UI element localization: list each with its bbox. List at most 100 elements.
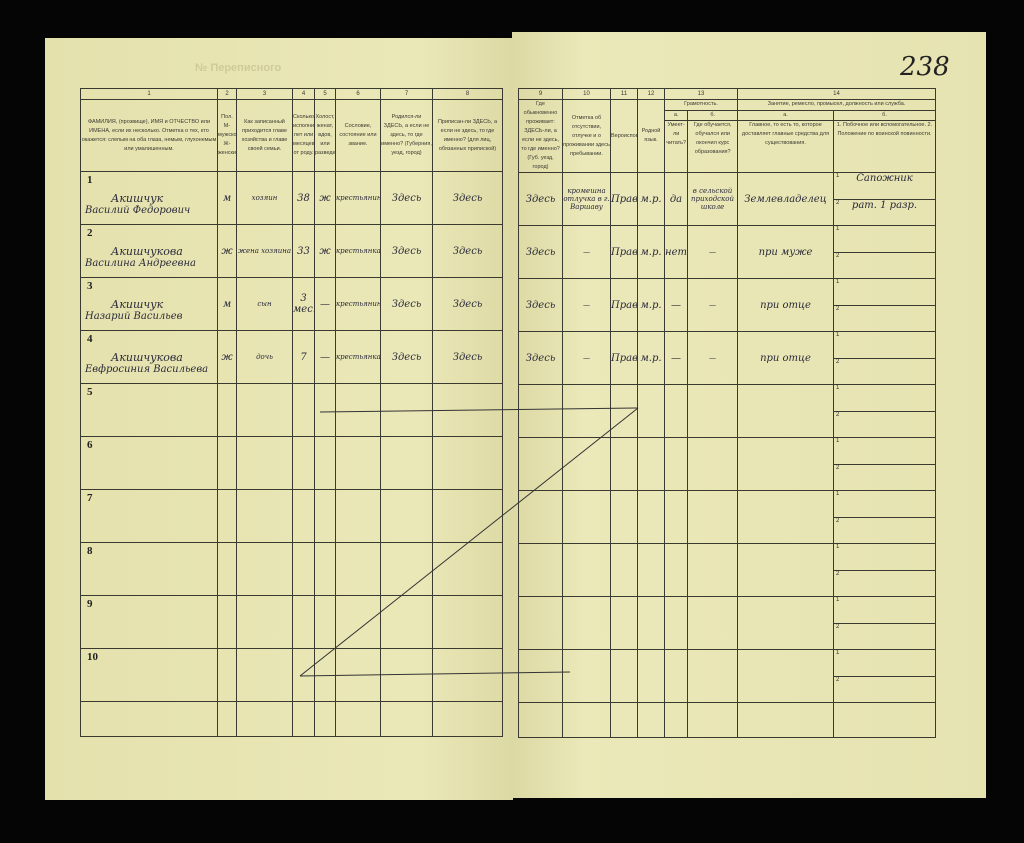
empty-cell (637, 543, 665, 597)
resides-cell: Здесь (518, 225, 563, 279)
line-number: 2 (836, 358, 840, 365)
subcolumn-letter: б. (688, 111, 737, 121)
group-title: Занятие, ремесло, промысел, должность ил… (738, 101, 935, 111)
side-occupation-line: 2 (834, 516, 935, 543)
side-occupation-value: Сапожник (856, 173, 913, 185)
column-header-group: Занятие, ремесло, промысел, должность ил… (737, 99, 936, 173)
side-occupation-line: 2 (834, 251, 935, 278)
absence-cell: — (562, 225, 611, 279)
name-cell: 3 Акишчук Назарий Васильев (80, 277, 218, 331)
empty-cell (236, 701, 293, 737)
empty-cell (562, 702, 611, 738)
side-occupation-line: 1 (835, 332, 935, 358)
name-cell: 2 Акишчукова Василина Андреевна (80, 224, 218, 278)
line-number: 1 (836, 650, 840, 657)
empty-cell (335, 383, 381, 437)
form-number-label: № Переписного (195, 62, 282, 74)
resides-cell: Здесь (518, 172, 563, 226)
subcolumns: а. Умеет-ли читать? б. Где обучается, обуча… (665, 111, 737, 172)
empty-cell (610, 702, 638, 738)
subcolumn-header: а. Главное, то есть то, которое доставляе… (738, 111, 834, 172)
religion-cell: Прав. (610, 225, 638, 279)
registered-cell: Здесь (432, 330, 503, 384)
empty-cell (236, 648, 293, 702)
absence-cell: — (562, 331, 611, 385)
empty-cell (562, 543, 611, 597)
line-number: 1 (836, 438, 840, 445)
empty-cell (380, 489, 433, 543)
line-number: 2 (836, 411, 840, 418)
line-number: 1 (836, 332, 840, 339)
main-cell: при муже (737, 225, 834, 279)
subcolumn-label: Главное, то есть то, которое доставляет … (741, 122, 830, 146)
line-number: 1 (836, 385, 840, 392)
subcolumn-letter: а. (738, 111, 834, 121)
column-header: Где обыкновенно проживает: ЗДЕСЬ-ли, а е… (518, 99, 563, 173)
empty-cell (236, 595, 293, 649)
subcolumn-label: 1. Побочное или вспомогательное. 2. Поло… (836, 122, 933, 137)
column-header: Как записанный приходится главе хозяйств… (236, 99, 293, 172)
side-occupation-line: 1 (835, 650, 935, 676)
line-number: 2 (836, 623, 840, 630)
side-occupation-line: 2 (834, 675, 935, 702)
empty-row-left: 9 (80, 595, 503, 649)
empty-cell (432, 701, 503, 737)
empty-cell (687, 490, 738, 544)
subcolumn-header: а. Умеет-ли читать? (665, 111, 688, 172)
subcolumn-letter: б. (834, 111, 935, 121)
row-number: 9 (87, 598, 93, 610)
subcolumn-label: Умеет-ли читать? (666, 122, 687, 146)
registered-cell: Здесь (432, 224, 503, 278)
bottom-strike (299, 671, 571, 677)
side-occupation-value: рат. 1 разр. (851, 199, 918, 211)
language-cell: м.р. (637, 331, 665, 385)
side-occupation-line: 1 (835, 545, 935, 570)
side-occupation-line: 1 (835, 227, 935, 252)
row-number: 4 (87, 333, 93, 345)
table-footer-row (518, 702, 936, 738)
line-number: 1 (836, 279, 840, 286)
subcolumn-header: б. Где обучается, обучался или окончил ку… (687, 111, 737, 172)
empty-cell (664, 490, 688, 544)
line-number: 2 (836, 570, 840, 577)
given-name: Евфросиния Васильева (85, 364, 209, 375)
born-cell: Здесь (380, 330, 433, 384)
side-occupation-line: 1 (835, 492, 935, 517)
line-number: 2 (836, 464, 840, 471)
subcolumn-header: б. 1. Побочное или вспомогательное. 2. По… (833, 111, 935, 172)
side-occupation-line: 2 (834, 410, 935, 437)
empty-cell (637, 702, 665, 738)
census-table-left: 1 2 3 4 5 6 7 8 ФАМИЛИЯ, (прозвище), ИМЯ и ОТЧЕС… (80, 88, 503, 737)
absence-cell: кромешна отлучка в г. Варшаву (562, 172, 611, 226)
registered-cell: Здесь (432, 171, 503, 225)
empty-cell (236, 489, 293, 543)
name-cell: 7 (80, 489, 218, 543)
empty-cell (335, 436, 381, 490)
column-header: Родился-ли ЗДЕСЬ, а если не здесь, то гд… (380, 99, 433, 172)
empty-cell (687, 649, 738, 703)
surname: Акишчукова (111, 351, 183, 364)
empty-cell (664, 649, 688, 703)
side-occupation-line: 2 (834, 463, 935, 490)
empty-cell (664, 702, 688, 738)
empty-row-left: 10 (80, 648, 503, 702)
empty-cell (562, 437, 611, 491)
empty-cell (562, 490, 611, 544)
line-number: 2 (836, 676, 840, 683)
subcolumn-label: Где обучается, обучался или окончил курс… (693, 122, 732, 155)
row-number: 1 (87, 174, 93, 186)
table-footer-row (80, 701, 503, 737)
empty-cell (664, 437, 688, 491)
language-cell: м.р. (637, 278, 665, 332)
empty-cell (80, 701, 218, 737)
